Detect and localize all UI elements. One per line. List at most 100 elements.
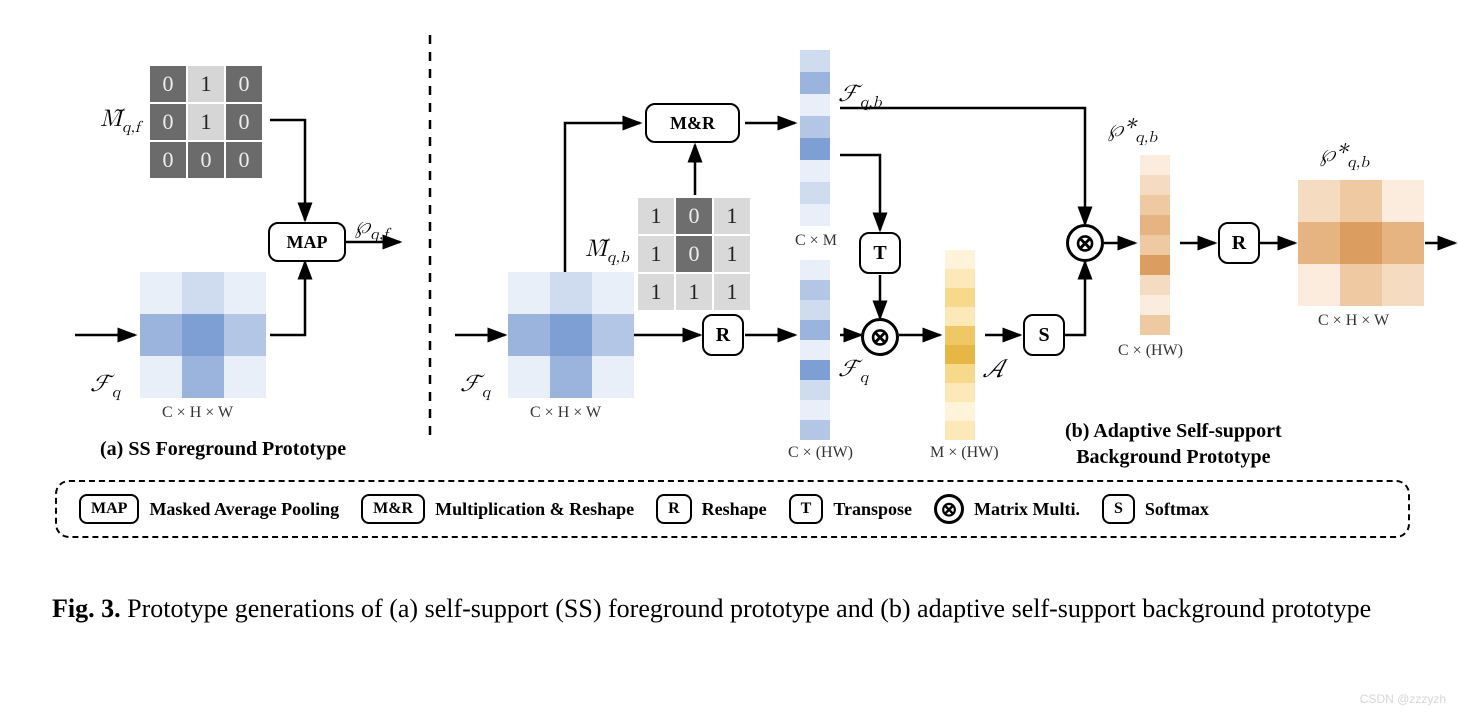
mask-cell: 0 [226, 66, 262, 102]
feat-cell [592, 272, 634, 314]
vec-cell [1140, 235, 1170, 255]
vec-cell [945, 345, 975, 364]
label-a: 𝒜 [982, 355, 1004, 386]
vector-fq [800, 260, 830, 440]
label-pqb1: ℘*q,b [1108, 115, 1157, 148]
feat-cell [1340, 180, 1382, 222]
legend-t: T Transpose [789, 494, 912, 524]
feat-cell [550, 356, 592, 398]
mr-op: M&R [645, 103, 740, 143]
legend-mm: ⊗ Matrix Multi. [934, 494, 1080, 524]
vec-cell [800, 420, 830, 440]
vec-cell [945, 326, 975, 345]
vec-cell [800, 360, 830, 380]
caption-a: (a) SS Foreground Prototype [100, 438, 346, 461]
feature-grid-fq-b [508, 272, 634, 398]
vec-cell [1140, 295, 1170, 315]
feat-cell [592, 356, 634, 398]
mask-cell: 1 [188, 104, 224, 140]
figure-canvas: 010010000 M̃q,f ℱq C × H × W MAP ℘q,f (a… [0, 0, 1458, 714]
feat-cell [1382, 180, 1424, 222]
vec-cell [1140, 155, 1170, 175]
mask-cell: 0 [150, 104, 186, 140]
vec-cell [1140, 215, 1170, 235]
vec-cell [945, 288, 975, 307]
vec-cell [800, 400, 830, 420]
legend-mr: M&R Multiplication & Reshape [361, 494, 634, 524]
feat-cell [1298, 180, 1340, 222]
vec-cell [945, 269, 975, 288]
vec-cell [800, 138, 830, 160]
feat-cell [1298, 222, 1340, 264]
feat-cell [140, 314, 182, 356]
feat-cell [508, 272, 550, 314]
map-op: MAP [268, 222, 346, 262]
mask-cell: 1 [714, 236, 750, 272]
feature-grid-fq-a [140, 272, 266, 398]
feat-cell [508, 314, 550, 356]
label-fq2: ℱq [838, 355, 868, 388]
watermark: CSDN @zzzyzh [1360, 692, 1446, 706]
mask-cell: 1 [676, 274, 712, 310]
mask-cell: 0 [188, 142, 224, 178]
vec-cell [800, 182, 830, 204]
matmul-2: ⊗ [1066, 224, 1104, 262]
feat-cell [182, 272, 224, 314]
mask-cell: 1 [638, 274, 674, 310]
dim-fq-b: C × H × W [530, 404, 601, 422]
label-mqb: M̃q,b [585, 235, 629, 268]
vec-cell [800, 380, 830, 400]
feat-cell [182, 314, 224, 356]
output-grid-pqb [1298, 180, 1424, 306]
vec-cell [945, 307, 975, 326]
feat-cell [182, 356, 224, 398]
feat-cell [140, 272, 182, 314]
dim-a: M × (HW) [930, 444, 999, 462]
mask-cell: 1 [638, 236, 674, 272]
feat-cell [550, 272, 592, 314]
feat-cell [140, 356, 182, 398]
feat-cell [1340, 222, 1382, 264]
feat-cell [592, 314, 634, 356]
feat-cell [508, 356, 550, 398]
s-op: S [1023, 314, 1065, 356]
label-pqf: ℘q,f [355, 212, 388, 245]
vec-cell [945, 421, 975, 440]
vector-pqb [1140, 155, 1170, 335]
dim-fqb: C × M [795, 232, 837, 250]
legend-r: R Reshape [656, 494, 767, 524]
vec-cell [1140, 315, 1170, 335]
mask-cell: 1 [714, 274, 750, 310]
figure-text: Prototype generations of (a) self-suppor… [127, 594, 1371, 623]
feat-cell [224, 356, 266, 398]
t-op: T [859, 232, 901, 274]
mask-cell: 1 [638, 198, 674, 234]
mask-cell: 0 [676, 198, 712, 234]
feat-cell [550, 314, 592, 356]
label-fq-b: ℱq [460, 370, 490, 403]
feat-cell [224, 272, 266, 314]
vec-cell [1140, 175, 1170, 195]
mask-cell: 1 [188, 66, 224, 102]
label-fq-a: ℱq [90, 370, 120, 403]
legend: MAP Masked Average Pooling M&R Multiplic… [55, 480, 1410, 538]
r-op-2: R [1218, 222, 1260, 264]
vec-cell [800, 50, 830, 72]
feat-cell [1382, 222, 1424, 264]
dim-fq2: C × (HW) [788, 444, 853, 462]
vector-fqb [800, 50, 830, 226]
vec-cell [945, 364, 975, 383]
vec-cell [800, 300, 830, 320]
mask-grid-mqf: 010010000 [150, 66, 262, 178]
figure-caption: Fig. 3. Prototype generations of (a) sel… [52, 590, 1412, 628]
mask-cell: 1 [714, 198, 750, 234]
vec-cell [800, 72, 830, 94]
vec-cell [800, 116, 830, 138]
label-pqb2: ℘*q,b [1320, 140, 1369, 173]
caption-b: (b) Adaptive Self-support Background Pro… [1065, 418, 1282, 470]
legend-s: S Softmax [1102, 494, 1209, 524]
vec-cell [800, 204, 830, 226]
vec-cell [1140, 255, 1170, 275]
vec-cell [1140, 195, 1170, 215]
vec-cell [800, 94, 830, 116]
